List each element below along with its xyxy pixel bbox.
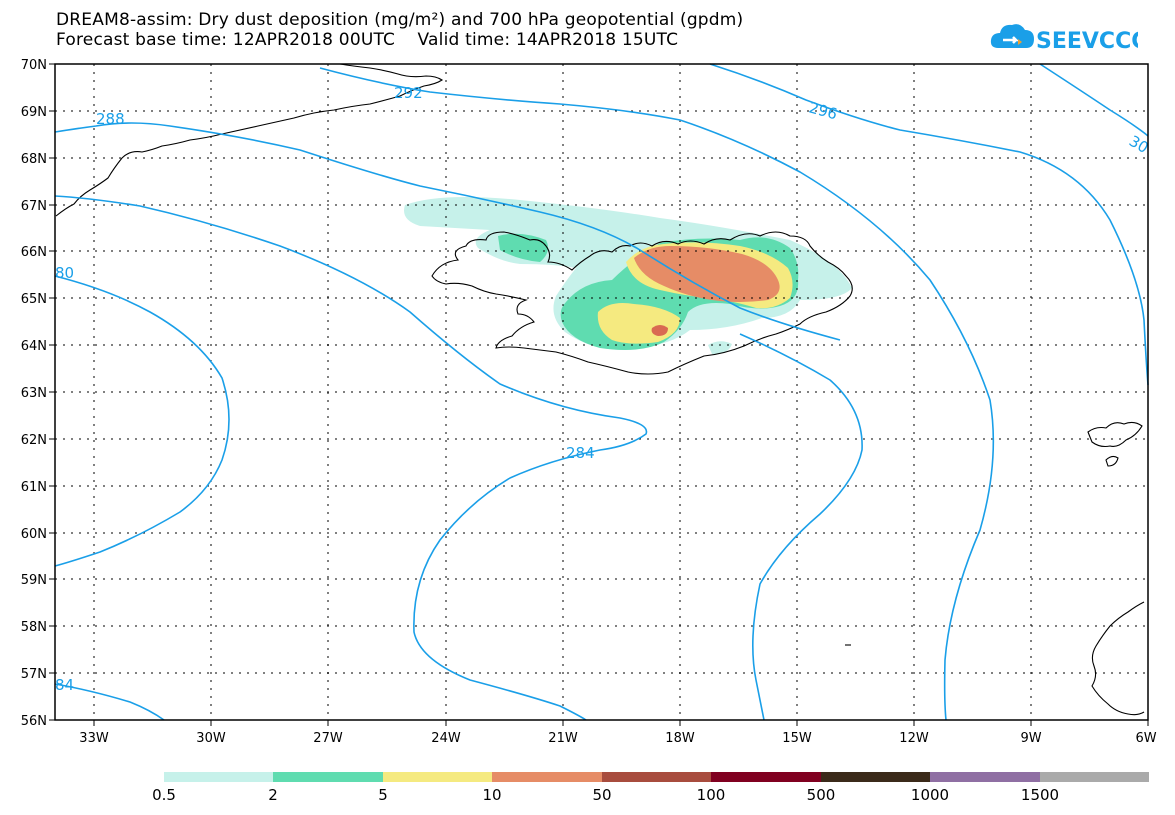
contour-label-280: 80 (55, 264, 74, 282)
contour-280 (54, 275, 230, 567)
lat-label: 65N (21, 292, 47, 307)
axis-ticks (49, 63, 1149, 726)
lat-label: 61N (21, 480, 47, 495)
lon-label: 24W (431, 731, 461, 746)
map-subtitle: Forecast base time: 12APR2018 00UTC Vali… (56, 30, 679, 50)
lon-label: 15W (782, 731, 812, 746)
colorbar-swatch (1039, 772, 1149, 782)
colorbar-label: 10 (482, 786, 502, 804)
colorbar-label: 50 (592, 786, 612, 804)
lon-label: 21W (548, 731, 578, 746)
greenland-coast (55, 63, 443, 217)
lat-label: 58N (21, 620, 47, 635)
lon-label: 33W (79, 731, 109, 746)
lon-label: 18W (665, 731, 695, 746)
lat-label: 60N (21, 527, 47, 542)
lat-label: 64N (21, 339, 47, 354)
lon-label: 30W (196, 731, 226, 746)
colorbar-swatch (820, 772, 931, 782)
colorbar-label: 5 (378, 786, 388, 804)
contour-296 (709, 63, 1149, 386)
lon-label: 6W (1135, 731, 1156, 746)
colorbar-swatch (382, 772, 493, 782)
colorbar-label: 0.5 (152, 786, 176, 804)
colorbar-label: 500 (806, 786, 836, 804)
contour-292 (319, 67, 995, 721)
contour-284 (54, 195, 648, 721)
contour-labels: 288 292 296 30 80 284 84 (55, 84, 1152, 694)
lat-label: 63N (21, 386, 47, 401)
colorbar-label: 1500 (1020, 786, 1060, 804)
dust-layer-red (651, 325, 668, 336)
lat-label: 69N (21, 105, 47, 120)
lat-label: 56N (21, 714, 47, 729)
cloud-icon (990, 24, 1034, 48)
scotland-coast (1091, 601, 1145, 716)
contour-label-288: 288 (96, 110, 125, 128)
geopotential-contours (54, 63, 1149, 721)
lat-label: 66N (21, 245, 47, 260)
lon-label: 9W (1020, 731, 1041, 746)
colorbar-label: 2 (268, 786, 278, 804)
colorbar-label: 1000 (910, 786, 950, 804)
colorbar-swatch (273, 772, 383, 782)
colorbar (164, 772, 1149, 782)
faroe-shetland-coast (1087, 421, 1143, 467)
lon-label: 12W (899, 731, 929, 746)
contour-label-284-low: 84 (55, 676, 74, 694)
latitude-labels: 70N 69N 68N 67N 66N 65N 64N 63N 62N 61N … (21, 58, 47, 729)
longitude-labels: 33W 30W 27W 24W 21W 18W 15W 12W 9W 6W (79, 731, 1156, 746)
logo-text: SEEVCCC (1036, 29, 1138, 54)
colorbar-swatch (711, 772, 821, 782)
contour-284-low (54, 683, 165, 721)
colorbar-swatch (601, 772, 712, 782)
colorbar-labels: 0.5 2 5 10 50 100 500 1000 1500 (0, 786, 1175, 806)
lat-label: 67N (21, 199, 47, 214)
contour-288 (54, 122, 841, 341)
lat-label: 62N (21, 433, 47, 448)
iceland-coast (431, 231, 853, 375)
lat-label: 57N (21, 667, 47, 682)
coastlines (55, 63, 1145, 716)
lat-label: 68N (21, 152, 47, 167)
contour-300 (1039, 63, 1149, 137)
map-title: DREAM8-assim: Dry dust deposition (mg/m²… (56, 10, 744, 30)
colorbar-swatch (164, 772, 274, 782)
colorbar-label: 100 (696, 786, 726, 804)
graticule (55, 64, 1148, 720)
contour-label-292: 292 (394, 84, 423, 102)
colorbar-swatch (492, 772, 602, 782)
contour-label-284: 284 (566, 444, 595, 462)
lat-label: 59N (21, 573, 47, 588)
contour-label-296: 296 (807, 98, 839, 123)
dust-layer-orange (634, 246, 780, 302)
colorbar-swatch (930, 772, 1040, 782)
contour-284-right (739, 333, 863, 721)
seevccc-logo: SEEVCCC (988, 18, 1147, 58)
lon-label: 27W (313, 731, 343, 746)
dust-deposition-fill (404, 196, 852, 355)
lat-label: 70N (21, 58, 47, 73)
